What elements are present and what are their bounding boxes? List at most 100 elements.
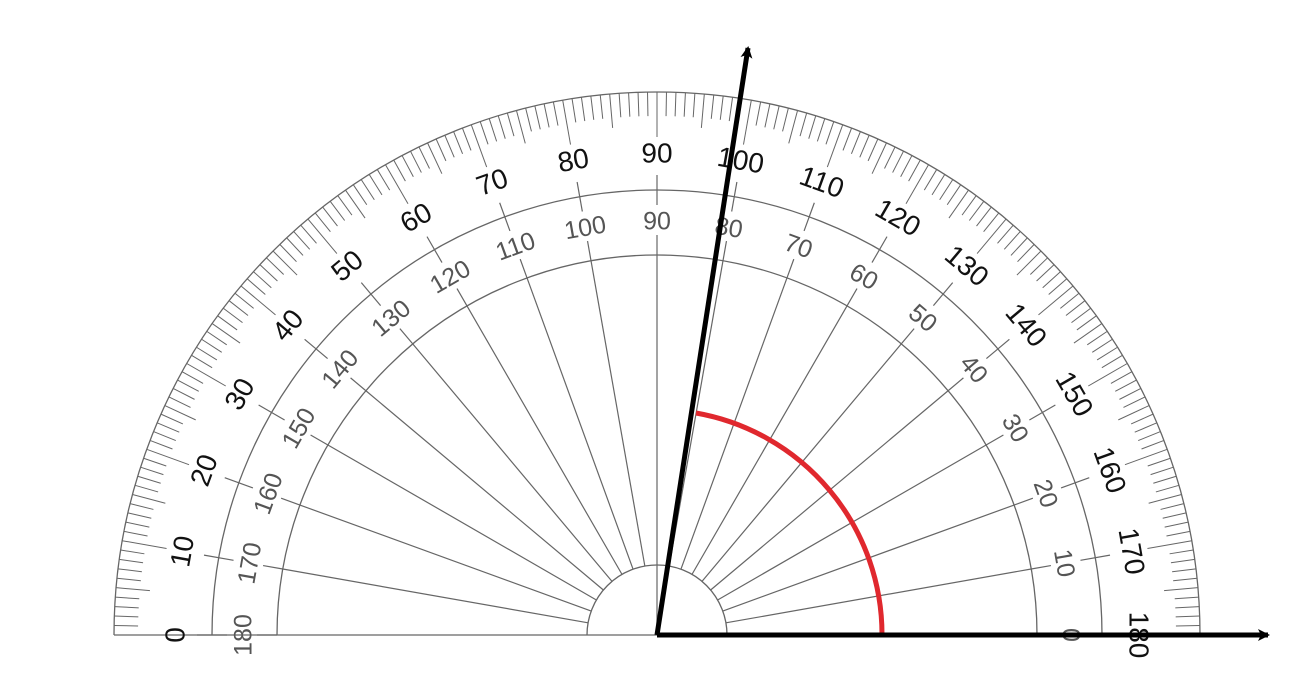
degree-tick <box>900 155 913 177</box>
degree-tick <box>1003 231 1021 250</box>
degree-tick <box>435 138 447 162</box>
degree-tick <box>211 323 241 344</box>
outer-scale-label: 10 <box>164 533 200 569</box>
degree-tick <box>156 422 180 433</box>
degree-tick <box>123 530 148 537</box>
degree-tick <box>1096 346 1118 361</box>
degree-tick <box>217 315 238 331</box>
degree-tick <box>453 131 464 154</box>
degree-tick <box>543 103 550 128</box>
degree-tick <box>1101 354 1123 369</box>
inner-scale-label: 60 <box>845 258 883 296</box>
degree-tick <box>816 118 826 142</box>
degree-tick <box>850 131 861 154</box>
degree-tick <box>1110 371 1133 384</box>
degree-tick <box>307 218 338 254</box>
outer-scale-label: 50 <box>325 244 369 288</box>
degree-tick <box>114 615 139 618</box>
degree-tick <box>825 121 835 145</box>
outer-scale-label: 150 <box>1049 366 1099 422</box>
degree-tick <box>360 179 375 201</box>
degree-tick <box>1162 512 1187 519</box>
degree-tick <box>905 164 929 204</box>
outer-scale-label: 140 <box>999 297 1053 353</box>
degree-tick <box>116 587 150 592</box>
degree-tick <box>1088 363 1128 387</box>
degree-tick <box>782 108 789 132</box>
degree-tick <box>401 155 414 177</box>
outer-scale-label: 60 <box>395 196 437 238</box>
inner-scale-label: 150 <box>276 403 321 453</box>
scale-tick <box>985 434 1004 446</box>
scale-tick <box>900 328 915 345</box>
inner-scale-label: 70 <box>781 229 817 265</box>
radial-line <box>590 260 646 567</box>
degree-tick <box>799 112 808 137</box>
degree-tick <box>115 596 140 600</box>
degree-tick <box>788 110 799 144</box>
degree-tick <box>1153 475 1177 484</box>
inner-scale-label: 160 <box>248 469 289 518</box>
inner-scale-label: 100 <box>562 210 608 245</box>
degree-tick <box>1123 396 1146 408</box>
outer-scale-label: 170 <box>1112 526 1151 577</box>
scale-tick <box>499 202 511 232</box>
degree-tick <box>506 112 515 137</box>
degree-tick <box>1172 568 1197 573</box>
outer-scale-label: 130 <box>939 239 995 293</box>
degree-tick <box>1147 457 1171 467</box>
scale-tick <box>1029 404 1056 421</box>
degree-tick <box>808 115 817 139</box>
degree-tick <box>1073 323 1103 344</box>
scale-tick <box>350 377 367 392</box>
scale-tick <box>399 328 414 345</box>
degree-tick <box>427 142 443 174</box>
degree-tick <box>201 338 223 353</box>
degree-tick <box>1016 250 1042 276</box>
degree-tick <box>1071 307 1091 324</box>
scale-tick <box>576 181 583 212</box>
outer-scale-label: 100 <box>715 141 766 180</box>
scale-tick <box>871 236 888 263</box>
degree-tick <box>137 475 161 484</box>
degree-tick <box>300 224 317 244</box>
inner-scale-label: 130 <box>366 294 416 342</box>
degree-tick <box>908 159 921 182</box>
degree-tick <box>1173 577 1198 582</box>
degree-tick <box>146 448 190 466</box>
degree-tick <box>618 93 622 118</box>
degree-tick <box>196 346 218 361</box>
degree-tick <box>418 146 430 169</box>
degree-tick <box>1124 448 1168 466</box>
scale-tick <box>360 282 382 306</box>
degree-tick <box>177 379 199 392</box>
degree-tick <box>234 292 254 309</box>
scale-tick <box>786 258 795 279</box>
degree-tick <box>534 105 541 130</box>
radial-line <box>299 504 592 612</box>
inner-scale-label: 10 <box>1048 547 1080 579</box>
scale-tick <box>280 497 301 506</box>
degree-tick <box>114 606 139 609</box>
scale-tick <box>224 477 254 489</box>
degree-tick <box>1155 484 1180 493</box>
degree-tick <box>609 94 614 128</box>
degree-tick <box>948 189 969 219</box>
degree-tick <box>329 201 346 221</box>
inner-scale-label: 20 <box>1028 476 1064 512</box>
degree-tick <box>968 201 985 221</box>
degree-tick <box>892 150 904 173</box>
degree-tick <box>764 103 771 128</box>
degree-tick <box>859 134 870 158</box>
scale-tick <box>932 282 954 306</box>
outer-scale-label: 110 <box>796 160 849 204</box>
degree-tick <box>1141 439 1165 450</box>
degree-tick <box>1042 271 1061 289</box>
degree-tick <box>337 195 353 216</box>
degree-tick <box>206 330 228 346</box>
degree-tick <box>470 124 488 168</box>
degree-tick <box>1164 521 1189 528</box>
degree-tick <box>149 439 173 450</box>
degree-tick <box>997 224 1014 244</box>
